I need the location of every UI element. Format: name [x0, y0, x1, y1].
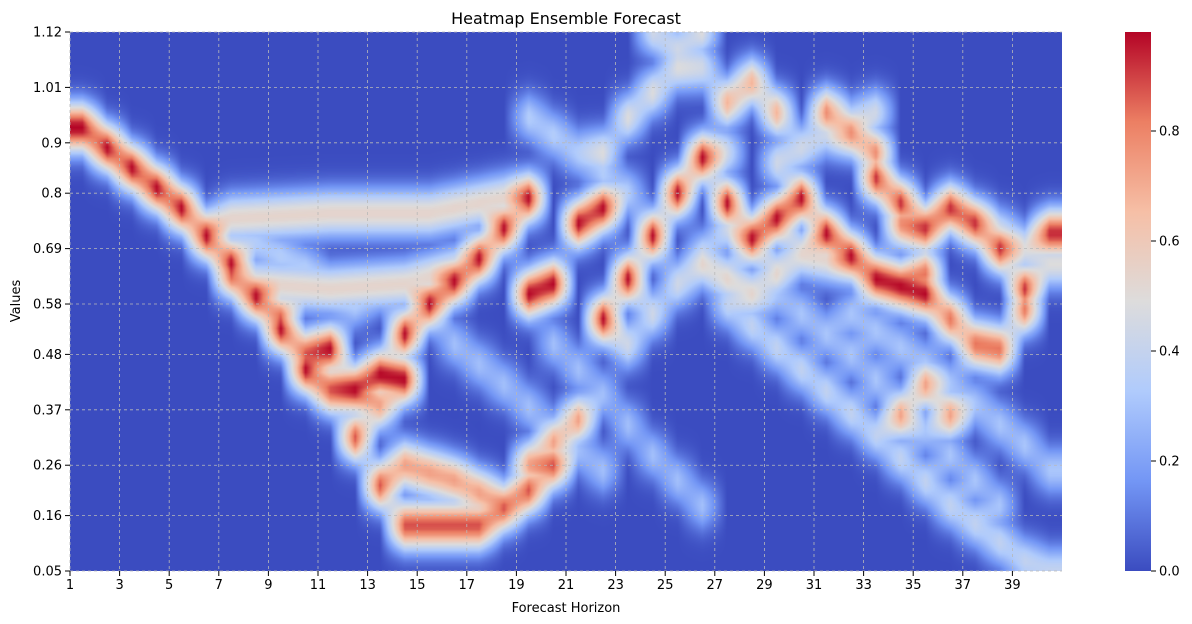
x-tick-label: 35: [905, 578, 922, 593]
x-tick-label: 29: [756, 578, 773, 593]
x-tick-label: 37: [955, 578, 972, 593]
colorbar-ticks: 0.0 0.2 0.4 0.6 0.8: [1151, 125, 1180, 580]
colorbar-tick-label: 0.2: [1159, 455, 1180, 470]
x-tick-label: 23: [607, 578, 624, 593]
colorbar-tick-label: 0.6: [1159, 235, 1180, 250]
x-tick-label: 5: [165, 578, 173, 593]
x-tick-label: 13: [359, 578, 376, 593]
colorbar-tick-label: 0.4: [1159, 345, 1180, 360]
x-tick-label: 17: [459, 578, 476, 593]
y-tick-label: 0.9: [41, 136, 62, 151]
y-tick-label: 0.26: [33, 459, 62, 474]
y-axis: 0.05 0.16 0.26 0.37 0.48 0.58 0.69 0.8 0.9 1.01 1.…: [33, 26, 70, 580]
y-tick-label: 0.58: [33, 298, 62, 313]
colorbar-tick-label: 0.8: [1159, 125, 1180, 140]
heatmap-plot-area: [69, 31, 1062, 572]
x-tick-label: 31: [806, 578, 823, 593]
colorbar: 0.0 0.2 0.4 0.6 0.8: [1125, 32, 1180, 580]
x-tick-label: 27: [707, 578, 724, 593]
y-tick-label: 0.05: [33, 565, 62, 580]
y-tick-label: 0.48: [33, 348, 62, 363]
x-tick-label: 3: [115, 578, 123, 593]
x-tick-label: 7: [215, 578, 223, 593]
x-tick-label: 25: [657, 578, 674, 593]
colorbar-gradient: [1125, 32, 1151, 571]
x-tick-label: 9: [264, 578, 272, 593]
x-tick-label: 15: [409, 578, 426, 593]
colorbar-tick-label: 0.0: [1159, 565, 1180, 580]
x-tick-label: 21: [558, 578, 575, 593]
x-tick-label: 33: [855, 578, 872, 593]
y-tick-label: 0.69: [33, 242, 62, 257]
y-tick-label: 0.8: [41, 187, 62, 202]
x-axis-label: Forecast Horizon: [512, 601, 621, 616]
y-axis-label: Values: [9, 280, 24, 323]
x-axis: 1 3 5 7 9 11 13 15 17 19 21 23 25 27 29 31 33 35 37 39: [66, 571, 1021, 593]
chart-title: Heatmap Ensemble Forecast: [451, 9, 681, 28]
y-tick-label: 0.16: [33, 509, 62, 524]
y-tick-label: 0.37: [33, 403, 62, 418]
heatmap-image: [70, 32, 1062, 571]
x-tick-label: 39: [1004, 578, 1021, 593]
y-tick-label: 1.12: [33, 26, 62, 41]
x-tick-label: 1: [66, 578, 74, 593]
x-tick-label: 11: [310, 578, 327, 593]
y-tick-label: 1.01: [33, 81, 62, 96]
x-tick-label: 19: [508, 578, 525, 593]
